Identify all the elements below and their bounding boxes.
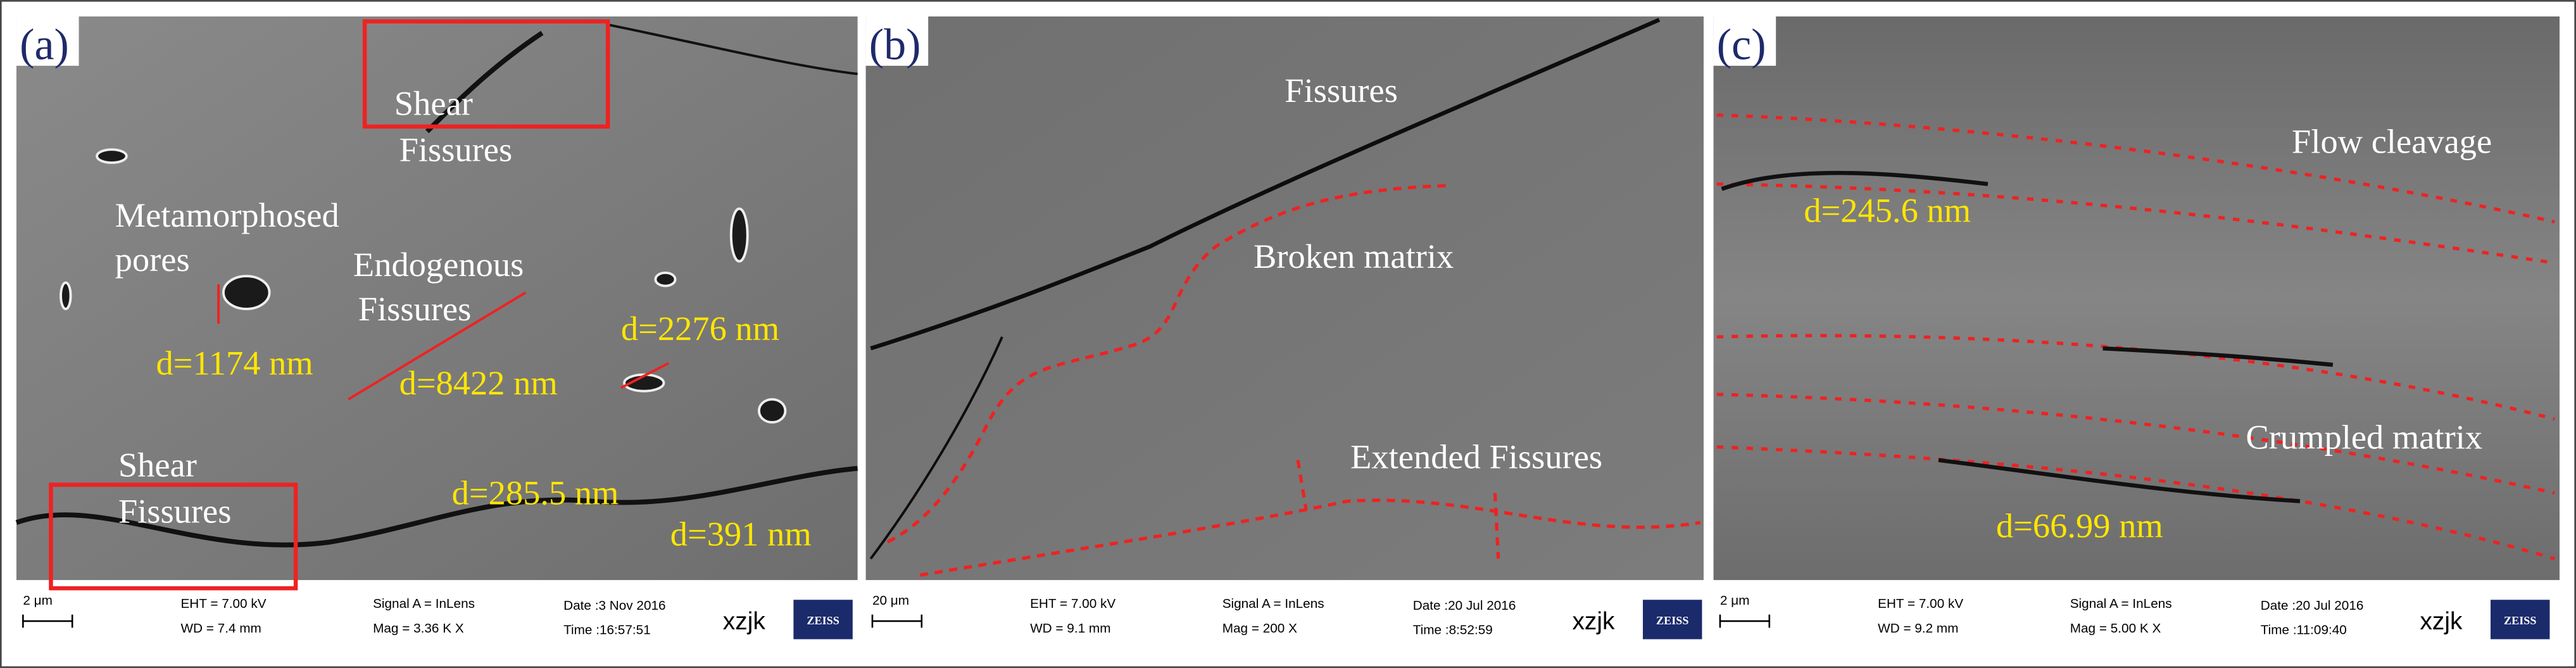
measurement: d=391 nm	[670, 515, 812, 553]
dashed-outline	[886, 184, 1701, 577]
annotation: Fissures	[1285, 71, 1398, 110]
annotation: Fissures	[358, 289, 472, 328]
brand-box	[2491, 600, 2550, 640]
operator: xzjk	[723, 608, 766, 635]
label-box	[865, 16, 929, 66]
label-box	[16, 16, 79, 66]
sem-image	[1713, 16, 2560, 581]
signal: Signal A = InLens	[1222, 596, 1324, 611]
signal: Signal A = InLens	[373, 596, 475, 611]
wd: WD = 9.2 mm	[1878, 621, 1958, 636]
mag: Mag = 200 X	[1222, 621, 1297, 636]
eht: EHT = 7.00 kV	[1878, 596, 1963, 611]
sem-image	[865, 16, 1704, 581]
scale-label: 20 μm	[872, 593, 909, 608]
eht: EHT = 7.00 kV	[1030, 596, 1115, 611]
brand: ZEISS	[2504, 614, 2536, 627]
pores	[60, 148, 787, 424]
time: Time :8:52:59	[1413, 623, 1493, 638]
brand: ZEISS	[807, 614, 839, 627]
wd: WD = 9.1 mm	[1030, 621, 1110, 636]
operator: xzjk	[1572, 608, 1615, 635]
panel-label: (c)	[1717, 20, 1766, 69]
fissures	[869, 18, 1661, 560]
eht: EHT = 7.00 kV	[180, 596, 266, 611]
annotation: Flow cleavage	[2292, 122, 2492, 160]
operator: xzjk	[2420, 608, 2463, 635]
measurement: d=245.6 nm	[1804, 191, 1971, 229]
annotation: Fissures	[399, 130, 513, 168]
mag: Mag = 3.36 K X	[373, 621, 464, 636]
fissures	[1721, 170, 2334, 503]
annotation: Metamorphosed	[115, 196, 339, 234]
brand-box	[1643, 600, 1702, 640]
scale-bar	[22, 614, 73, 628]
brand-box	[793, 600, 853, 640]
annotation: Shear	[118, 446, 197, 484]
measurement: d=2276 nm	[621, 309, 779, 348]
fissures	[15, 23, 858, 548]
annotation: Shear	[394, 84, 473, 123]
time: Time :16:57:51	[563, 623, 651, 638]
scale-bar	[1719, 614, 1771, 628]
scale-bar	[871, 614, 923, 628]
annotation: Crumpled matrix	[2246, 418, 2482, 457]
wd: WD = 7.4 mm	[180, 621, 261, 636]
date: Date :20 Jul 2016	[2261, 598, 2364, 613]
panel-label: (a)	[20, 20, 69, 69]
signal: Signal A = InLens	[2070, 596, 2172, 611]
brand: ZEISS	[1656, 614, 1688, 627]
label-box	[1713, 16, 1776, 66]
annotation: pores	[115, 240, 190, 279]
scale-label: 2 μm	[23, 593, 53, 608]
scale-label: 2 μm	[1720, 593, 1750, 608]
annotation: Extended Fissures	[1350, 438, 1602, 476]
mag: Mag = 5.00 K X	[2070, 621, 2161, 636]
measurement: d=1174 nm	[156, 344, 313, 382]
panel-label: (b)	[869, 20, 921, 69]
measurement: d=8422 nm	[399, 363, 558, 402]
annotation: Broken matrix	[1253, 237, 1454, 275]
measurement: d=66.99 nm	[1996, 507, 2163, 545]
measurement: d=285.5 nm	[452, 474, 619, 512]
date: Date :3 Nov 2016	[563, 598, 666, 613]
annotation: Endogenous	[353, 245, 524, 284]
date: Date :20 Jul 2016	[1413, 598, 1516, 613]
annotation: Fissures	[118, 491, 232, 530]
markers	[49, 19, 670, 591]
time: Time :11:09:40	[2261, 623, 2347, 638]
